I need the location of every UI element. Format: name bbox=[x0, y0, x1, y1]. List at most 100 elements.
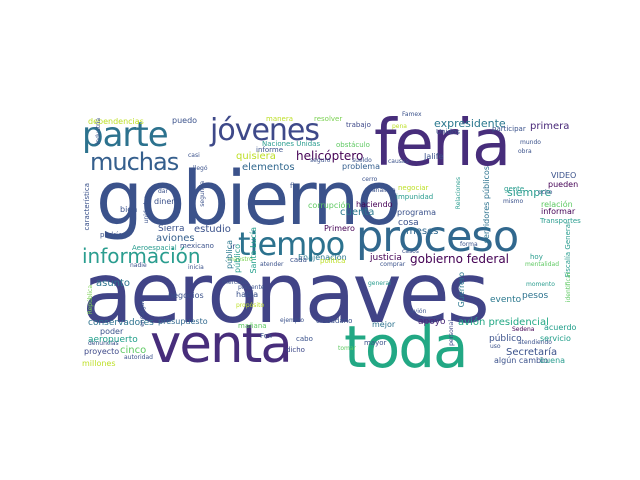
word: pena bbox=[392, 123, 407, 130]
word: impunidad bbox=[396, 193, 434, 201]
word: momento bbox=[526, 281, 555, 288]
word: llegó bbox=[193, 165, 208, 172]
word: puedo bbox=[172, 116, 198, 125]
word: conservadores bbox=[88, 318, 154, 328]
word: fin bbox=[290, 182, 299, 190]
word: Famex bbox=[402, 111, 422, 118]
word: algún cambio bbox=[494, 356, 549, 365]
word: poder bbox=[100, 327, 124, 336]
word: mañana bbox=[238, 322, 267, 330]
word: inicia bbox=[188, 264, 204, 271]
word: mercado bbox=[222, 279, 249, 286]
word: informar bbox=[541, 207, 576, 216]
word: podría bbox=[100, 231, 123, 239]
word: estudio bbox=[194, 224, 231, 235]
word: Sierra bbox=[158, 224, 185, 234]
word: dinero bbox=[154, 197, 180, 206]
word: identificar bbox=[565, 272, 572, 303]
word: público bbox=[489, 334, 522, 344]
word: cosa bbox=[398, 218, 419, 228]
word: Sedena bbox=[512, 326, 535, 333]
word: informe bbox=[256, 146, 284, 154]
word: aviones bbox=[156, 233, 195, 244]
word: tiempo bbox=[238, 225, 345, 263]
word: política bbox=[320, 257, 346, 265]
word: jóvenes bbox=[210, 113, 320, 148]
word: mundo bbox=[520, 139, 541, 146]
word: proceso bbox=[356, 212, 519, 262]
word: participar bbox=[492, 125, 526, 133]
word: ejemplo bbox=[280, 317, 305, 324]
word: casi bbox=[188, 152, 200, 159]
word: Fiscalía General bbox=[564, 222, 572, 278]
word: negociar bbox=[398, 184, 429, 192]
word: servidores públicos bbox=[482, 166, 491, 244]
word: resolver bbox=[314, 115, 343, 123]
word: proyecto bbox=[84, 347, 120, 356]
word: bien bbox=[120, 205, 138, 214]
word: uso bbox=[490, 343, 501, 350]
word: problema bbox=[342, 162, 381, 171]
word: corrupción bbox=[308, 201, 351, 210]
word: unidades bbox=[143, 196, 150, 224]
word: avión bbox=[410, 308, 427, 315]
word: aeronaves bbox=[82, 245, 490, 342]
word: personal bbox=[448, 320, 455, 346]
word: forma bbox=[460, 241, 478, 248]
word: servicio bbox=[540, 334, 571, 343]
word: millones bbox=[82, 359, 116, 368]
word: primera bbox=[530, 121, 570, 132]
word: dicho bbox=[286, 346, 305, 354]
word: pesos bbox=[522, 291, 549, 301]
word: cabo bbox=[296, 335, 313, 343]
word: República bbox=[87, 285, 94, 315]
word: quisiera bbox=[236, 151, 276, 162]
word: segunda bbox=[199, 181, 206, 207]
word: avión presidencial bbox=[458, 317, 549, 328]
word: atender bbox=[260, 261, 284, 268]
word: mexicano bbox=[180, 242, 214, 250]
word: cerro bbox=[362, 176, 378, 183]
word: sueldo bbox=[352, 157, 372, 164]
word: elementos bbox=[242, 162, 295, 173]
word: información bbox=[82, 244, 201, 268]
word: cinco bbox=[120, 345, 147, 356]
word: Secretaría bbox=[506, 347, 558, 358]
word: buena bbox=[540, 356, 566, 365]
word: general bbox=[368, 280, 391, 287]
word: denuncias bbox=[88, 340, 119, 347]
word: encargar bbox=[139, 300, 146, 327]
word: presente bbox=[238, 284, 265, 291]
word: característica bbox=[83, 183, 91, 231]
word: trabajo bbox=[346, 121, 371, 129]
word: haciendo bbox=[356, 200, 393, 209]
word: maestro bbox=[228, 256, 253, 263]
word: ir bbox=[230, 242, 236, 251]
word: mismo bbox=[503, 198, 524, 205]
word: aeropuerto bbox=[88, 335, 138, 345]
word: dependencias bbox=[88, 117, 144, 126]
word: nadie bbox=[130, 262, 147, 269]
word: apoyo bbox=[418, 317, 446, 327]
word: dar bbox=[158, 188, 168, 195]
word: ciudadano bbox=[316, 317, 353, 325]
word: acuerdo bbox=[544, 323, 577, 332]
word: pueden bbox=[548, 180, 579, 189]
word: evento bbox=[490, 295, 522, 305]
word: toda bbox=[344, 313, 469, 381]
word: seguro bbox=[310, 157, 331, 164]
word: comprar bbox=[380, 261, 406, 268]
word: expresidente bbox=[434, 117, 506, 130]
word: hoy bbox=[530, 253, 543, 261]
word: presupuesto bbox=[158, 317, 208, 326]
word: programa bbox=[397, 208, 437, 217]
word: Jalife bbox=[424, 152, 444, 161]
word: Enajenación bbox=[298, 253, 347, 262]
word: gobierno bbox=[96, 156, 402, 242]
word: Transportes bbox=[540, 217, 581, 225]
word: obstáculo bbox=[336, 141, 370, 149]
word: muchas bbox=[90, 148, 179, 176]
word: helicóptero bbox=[296, 149, 364, 163]
word: propósito bbox=[236, 302, 265, 309]
word: ocho bbox=[538, 189, 553, 196]
